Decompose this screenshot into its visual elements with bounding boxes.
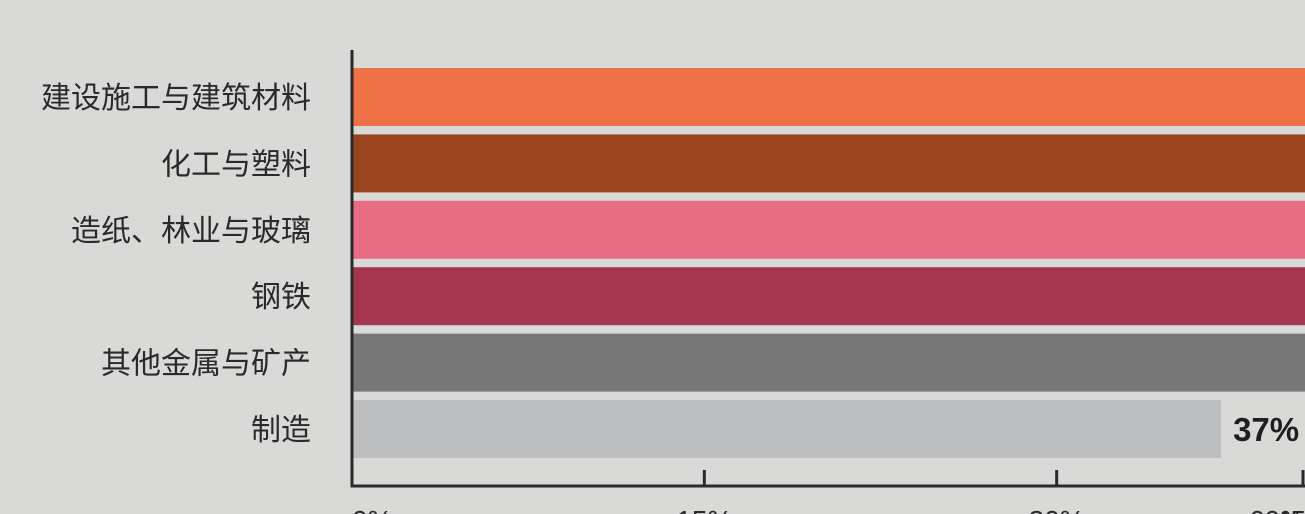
x-tick-label-1: 0% bbox=[352, 505, 392, 514]
bar-1 bbox=[352, 68, 1305, 126]
labels-layer: 建设施工与建筑材料54%化工与塑料47%造纸、林业与玻璃46%钢铁46%其他金属… bbox=[41, 81, 1299, 448]
value-label-6: 37% bbox=[1233, 411, 1299, 448]
category-label-5: 其他金属与矿产 bbox=[101, 347, 311, 382]
bar-2 bbox=[352, 134, 1305, 193]
bar-3 bbox=[352, 200, 1305, 259]
x-tick-label-2: 15% bbox=[676, 505, 732, 514]
category-label-4: 钢铁 bbox=[251, 280, 311, 315]
bars-layer bbox=[352, 68, 1305, 458]
bar-6 bbox=[352, 400, 1222, 458]
bar-5 bbox=[352, 333, 1305, 392]
category-label-6: 制造 bbox=[251, 413, 311, 448]
x-tick-label-4: 45% bbox=[1275, 505, 1305, 514]
category-label-1: 建设施工与建筑材料 bbox=[41, 81, 311, 116]
bar-4 bbox=[352, 267, 1305, 326]
x-tick-label-3: 30% bbox=[1029, 505, 1085, 514]
x-tick-label-5: 60% bbox=[1249, 505, 1305, 514]
category-label-2: 化工与塑料 bbox=[161, 147, 311, 182]
axis-layer: 0% 15% 30% 45%60% bbox=[350, 50, 1305, 514]
category-label-3: 造纸、林业与玻璃 bbox=[71, 214, 311, 249]
